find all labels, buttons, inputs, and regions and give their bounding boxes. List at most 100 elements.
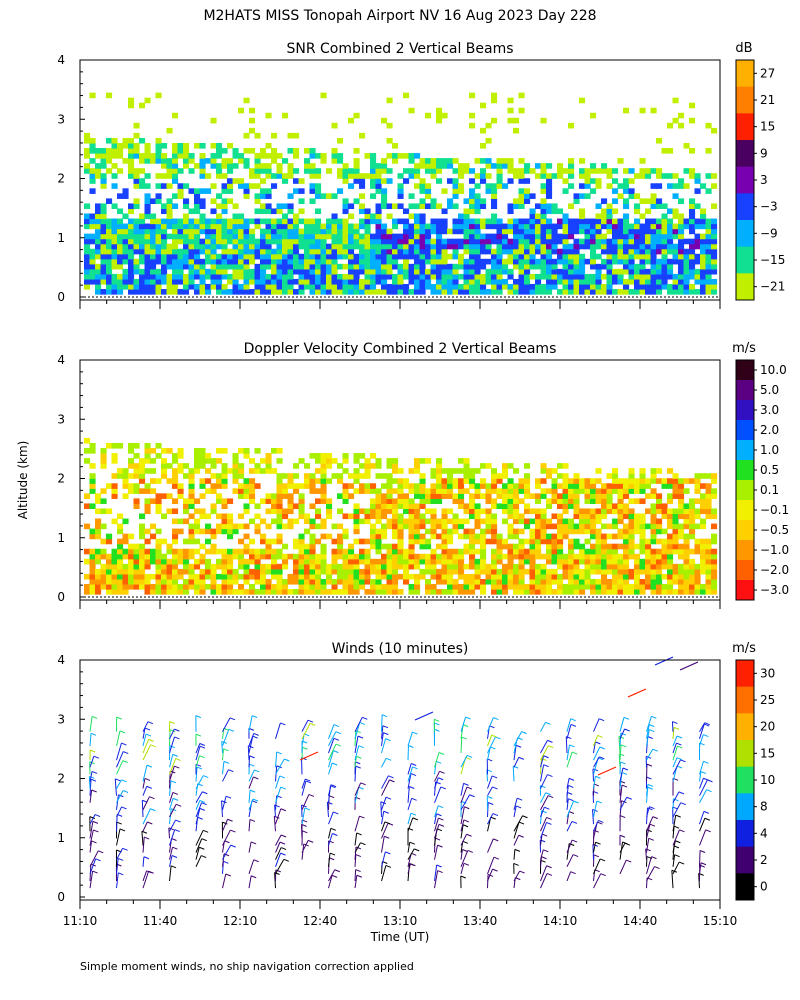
wind-barb bbox=[301, 840, 309, 853]
snr-heat-cell bbox=[645, 218, 652, 225]
snr-heat-cell bbox=[551, 248, 558, 255]
doppler-heat-cell bbox=[689, 523, 696, 530]
snr-heat-cell bbox=[656, 258, 663, 265]
doppler-heat-cell bbox=[529, 553, 536, 560]
doppler-heat-cell bbox=[436, 468, 443, 474]
snr-heat-cell bbox=[315, 208, 322, 215]
doppler-heat-cell bbox=[348, 584, 355, 590]
doppler-heat-cell bbox=[447, 538, 454, 545]
snr-heat-cell bbox=[232, 238, 239, 245]
wind-barb bbox=[301, 807, 306, 825]
snr-heat-cell bbox=[139, 273, 146, 280]
doppler-heat-cell bbox=[364, 589, 371, 595]
doppler-heat-cell bbox=[392, 578, 399, 585]
snr-heat-cell bbox=[348, 268, 355, 275]
wind-barb bbox=[381, 714, 383, 732]
snr-heat-cell bbox=[507, 117, 514, 124]
snr-heat-cell bbox=[705, 243, 712, 250]
doppler-heat-cell bbox=[276, 483, 283, 489]
doppler-heat-cell bbox=[370, 584, 377, 590]
doppler-heat-cell bbox=[441, 508, 448, 515]
doppler-heat-cell bbox=[672, 478, 679, 484]
snr-heat-cell bbox=[106, 289, 113, 295]
doppler-heat-cell bbox=[392, 584, 399, 590]
snr-heat-cell bbox=[419, 198, 426, 204]
doppler-heat-cell bbox=[254, 513, 261, 520]
snr-heat-cell bbox=[452, 183, 459, 189]
doppler-heat-cell bbox=[392, 573, 399, 580]
snr-heat-cell bbox=[513, 223, 520, 230]
snr-heat-cell bbox=[342, 289, 349, 295]
doppler-heat-cell bbox=[683, 543, 690, 550]
doppler-heat-cell bbox=[221, 573, 228, 580]
snr-heat-cell bbox=[540, 173, 547, 179]
doppler-heat-cell bbox=[370, 578, 377, 585]
snr-heat-cell bbox=[304, 278, 311, 285]
snr-heat-cell bbox=[546, 228, 553, 235]
doppler-heat-cell bbox=[711, 473, 718, 479]
snr-heat-cell bbox=[111, 258, 118, 265]
snr-heat-cell bbox=[524, 168, 531, 174]
snr-heat-cell bbox=[683, 268, 690, 275]
doppler-heat-cell bbox=[227, 584, 234, 590]
snr-heat-cell bbox=[513, 253, 520, 260]
snr-heat-cell bbox=[584, 178, 591, 184]
snr-heat-cell bbox=[414, 233, 421, 240]
doppler-heat-cell bbox=[628, 513, 635, 520]
wind-barb bbox=[222, 717, 231, 732]
snr-heat-cell bbox=[128, 102, 135, 109]
snr-heat-cell bbox=[711, 248, 718, 255]
doppler-heat-cell bbox=[403, 523, 410, 530]
doppler-heat-cell bbox=[623, 523, 630, 530]
doppler-heat-cell bbox=[491, 568, 498, 575]
doppler-heat-cell bbox=[689, 528, 696, 535]
snr-colorbar-swatch bbox=[736, 166, 754, 194]
snr-heat-cell bbox=[271, 158, 278, 164]
snr-heat-cell bbox=[463, 284, 470, 290]
doppler-heat-cell bbox=[562, 463, 569, 469]
snr-heat-cell bbox=[117, 253, 124, 260]
doppler-heat-cell bbox=[364, 573, 371, 580]
snr-heat-cell bbox=[188, 238, 195, 245]
doppler-heat-cell bbox=[617, 568, 624, 575]
doppler-heat-cell bbox=[106, 558, 113, 565]
snr-heat-cell bbox=[573, 193, 580, 199]
doppler-heat-cell bbox=[199, 543, 206, 550]
doppler-heat-cell bbox=[529, 528, 536, 535]
doppler-heat-cell bbox=[474, 568, 481, 575]
doppler-heat-cell bbox=[562, 528, 569, 535]
snr-heat-cell bbox=[298, 198, 305, 204]
snr-heat-cell bbox=[161, 203, 168, 210]
doppler-heat-cell bbox=[491, 578, 498, 585]
doppler-heat-cell bbox=[562, 478, 569, 484]
doppler-heat-cell bbox=[342, 558, 349, 565]
doppler-heat-cell bbox=[458, 458, 465, 464]
snr-heat-cell bbox=[155, 253, 162, 260]
snr-heat-cell bbox=[639, 213, 646, 220]
doppler-heat-cell bbox=[260, 553, 267, 560]
doppler-heat-cell bbox=[265, 553, 272, 560]
doppler-heat-cell bbox=[276, 503, 283, 510]
snr-heat-cell bbox=[579, 284, 586, 290]
snr-heat-cell bbox=[678, 233, 685, 240]
snr-heat-cell bbox=[315, 153, 322, 159]
doppler-heat-cell bbox=[150, 553, 157, 560]
snr-heat-cell bbox=[458, 183, 465, 189]
doppler-heat-cell bbox=[144, 488, 151, 494]
snr-heat-cell bbox=[513, 127, 520, 134]
doppler-heat-cell bbox=[425, 458, 432, 464]
snr-heat-cell bbox=[249, 168, 256, 174]
doppler-heat-cell bbox=[551, 568, 558, 575]
snr-heat-cell bbox=[612, 278, 619, 285]
doppler-heat-cell bbox=[639, 533, 646, 540]
doppler-colorbar-label: 1.0 bbox=[760, 443, 779, 457]
snr-heat-cell bbox=[359, 243, 366, 250]
doppler-heat-cell bbox=[243, 453, 250, 459]
doppler-heat-cell bbox=[100, 578, 107, 585]
doppler-heat-cell bbox=[419, 553, 426, 560]
doppler-heat-cell bbox=[612, 553, 619, 560]
snr-heat-cell bbox=[271, 253, 278, 260]
snr-heat-cell bbox=[705, 122, 712, 129]
doppler-heat-cell bbox=[447, 553, 454, 560]
snr-heat-cell bbox=[144, 193, 151, 199]
